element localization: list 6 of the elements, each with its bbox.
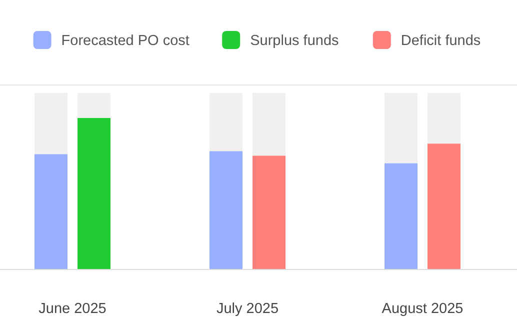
x-tick-label: August 2025 [382,301,464,317]
legend-label: Deficit funds [400,33,481,49]
legend-label: Forecasted PO cost [61,33,190,49]
x-tick-label: June 2025 [38,301,106,317]
x-tick-label: July 2025 [216,301,279,317]
legend-label: Surplus funds [250,33,339,49]
